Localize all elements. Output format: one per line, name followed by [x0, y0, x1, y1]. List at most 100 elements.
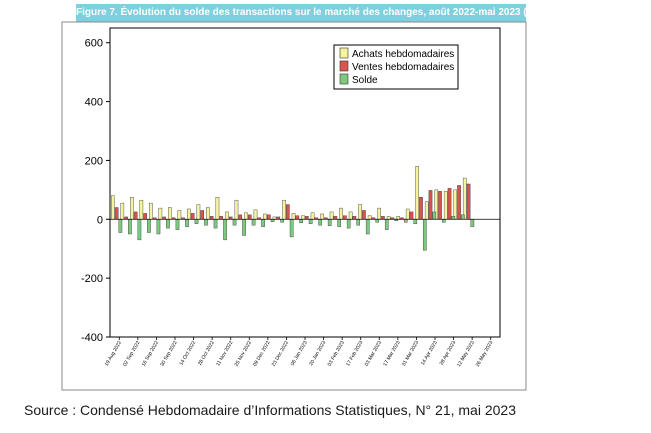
- bar-sales: [447, 188, 452, 220]
- x-tick-label: 25 Nov 2022: [234, 340, 253, 368]
- bar-balance: [261, 219, 265, 227]
- bar-purchases: [415, 166, 419, 220]
- bar-purchases: [149, 202, 153, 220]
- bar-balance: [432, 211, 437, 220]
- bar-balance: [213, 219, 218, 229]
- bar-purchases: [443, 191, 448, 220]
- x-tick-label: 17 Mar 2023: [382, 340, 401, 368]
- x-tick-label: 31 Mar 2023: [401, 340, 420, 368]
- bar-purchases: [377, 207, 381, 220]
- bar-purchases: [244, 212, 248, 220]
- bar-purchases: [168, 207, 172, 220]
- bar-sales: [333, 216, 338, 220]
- bar-purchases: [310, 212, 315, 220]
- bar-balance: [251, 219, 256, 226]
- x-axis: 19 Aug 2022 02 Sep 2022 16 Sep 2022 30 Sep …: [104, 337, 495, 368]
- bar-balance: [375, 219, 380, 223]
- x-tick-label: 09 Dec 2022: [252, 340, 271, 368]
- chart-title: Figure 7. Évolution du solde des transac…: [76, 4, 526, 22]
- bar-purchases: [139, 199, 144, 220]
- bar-balance: [461, 214, 465, 220]
- bar-sales: [295, 215, 300, 220]
- bar-purchases: [358, 204, 362, 220]
- bar-sales: [438, 191, 442, 220]
- bar-sales: [343, 215, 347, 220]
- legend-swatch-sales: [339, 60, 349, 72]
- bar-sales: [266, 214, 271, 220]
- source-note: Source : Condensé Hebdomadaire d’Informa…: [24, 402, 516, 418]
- y-tick-label: 200: [85, 155, 103, 167]
- bar-balance: [422, 219, 427, 251]
- bar-purchases: [339, 207, 343, 220]
- bar-balance: [346, 219, 351, 229]
- bar-sales: [190, 213, 195, 220]
- bar-balance: [299, 219, 303, 224]
- chart-frame: [61, 21, 527, 391]
- bar-sales: [247, 214, 252, 220]
- bar-purchases: [320, 213, 324, 220]
- bar-balance: [451, 216, 456, 220]
- bar-purchases: [158, 207, 163, 220]
- bar-purchases: [291, 213, 296, 220]
- bar-balance: [403, 219, 408, 223]
- bar-purchases: [348, 211, 353, 220]
- x-tick-label: 20 Jan 2023: [308, 340, 327, 367]
- x-tick-label: 11 Nov 2022: [215, 340, 234, 367]
- bar-balance: [308, 219, 313, 224]
- bar-balance: [194, 219, 199, 224]
- y-tick-label: 600: [85, 38, 103, 50]
- bar-balance: [137, 219, 142, 241]
- bar-balance: [223, 219, 227, 241]
- bar-purchases: [177, 210, 182, 220]
- bar-balance: [175, 219, 180, 230]
- x-tick-label: 16 Sep 2022: [141, 340, 160, 368]
- bar-sales: [133, 211, 138, 220]
- y-tick-label: -400: [81, 332, 103, 344]
- x-tick-label: 14 Oct 2022: [178, 340, 197, 367]
- bar-sales: [457, 185, 461, 220]
- bar-balance: [356, 219, 361, 226]
- bar-purchases: [130, 197, 134, 220]
- bar-purchases: [301, 215, 305, 220]
- bar-balance: [384, 219, 389, 230]
- x-tick-label: 12 May 2023: [456, 340, 476, 368]
- bar-balance: [365, 219, 370, 235]
- bar-sales: [409, 211, 414, 220]
- bar-sales: [428, 190, 433, 220]
- bar-purchases: [462, 177, 467, 220]
- bar-purchases: [253, 209, 258, 220]
- bar-purchases: [263, 213, 267, 220]
- bar-balance: [128, 219, 132, 235]
- x-tick-label: 14 Apr 2023: [420, 340, 439, 367]
- bar-balance: [156, 219, 161, 235]
- x-tick-label: 26 May 2023: [475, 340, 495, 368]
- bar-sales: [114, 207, 119, 220]
- bar-balance: [166, 219, 170, 229]
- bar-sales: [352, 216, 357, 220]
- bar-sales: [238, 214, 243, 220]
- x-tick-label: 17 Feb 2023: [345, 340, 364, 368]
- bar-sales: [286, 204, 290, 220]
- x-tick-label: 30 Sep 2022: [159, 340, 178, 368]
- legend-label-sales: Ventes hebdomadaires: [352, 62, 454, 73]
- bar-balance: [289, 219, 294, 238]
- bar-sales: [200, 210, 205, 220]
- bar-balance: [118, 219, 123, 233]
- bar-balance: [185, 219, 189, 227]
- legend: Achats hebdomadaires Ventes hebdomadaire…: [333, 44, 459, 90]
- bar-purchases: [329, 211, 334, 220]
- bar-sales: [381, 216, 385, 220]
- bar-purchases: [453, 189, 458, 220]
- bar-balance: [327, 219, 332, 226]
- bar-balance: [318, 219, 322, 226]
- y-axis: 600 400 200 0 -200 -400: [81, 38, 110, 344]
- x-tick-label: 03 Feb 2023: [327, 340, 346, 368]
- bar-sales: [305, 216, 309, 220]
- bar-purchases: [234, 199, 239, 220]
- y-tick-label: 400: [85, 97, 103, 109]
- legend-swatch-balance: [339, 73, 349, 85]
- bar-purchases: [120, 202, 125, 220]
- legend-label-purchases: Achats hebdomadaires: [352, 49, 454, 60]
- bar-balance: [337, 219, 341, 227]
